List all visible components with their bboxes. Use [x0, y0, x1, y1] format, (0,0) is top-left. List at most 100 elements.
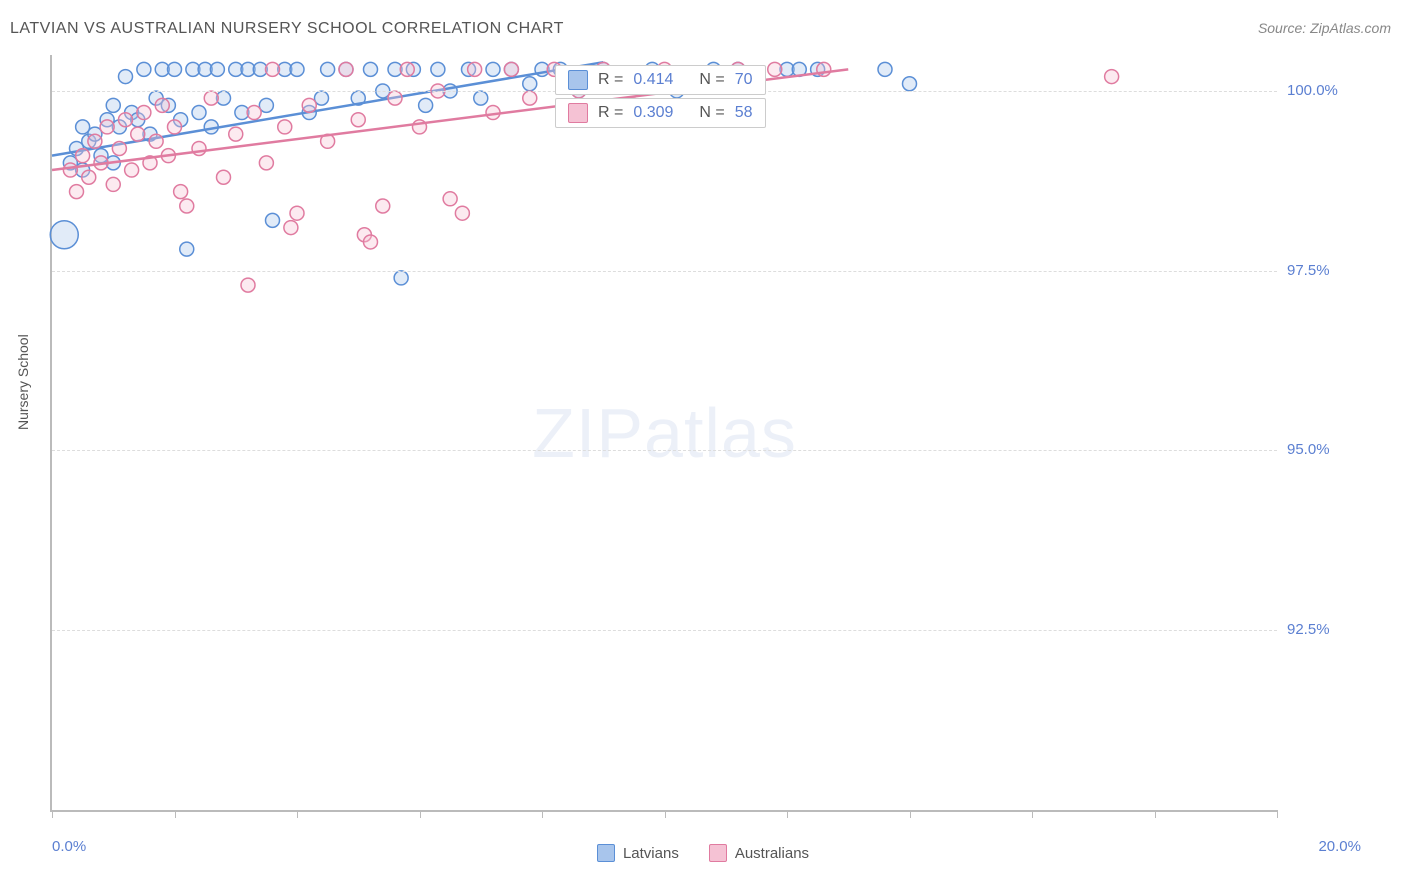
xtick	[665, 810, 666, 818]
scatter-point	[168, 62, 182, 76]
scatter-point	[192, 106, 206, 120]
stat-r-value: 0.414	[633, 71, 673, 89]
stat-n-value: 58	[735, 104, 753, 122]
scatter-point	[302, 98, 316, 112]
scatter-point	[247, 106, 261, 120]
xtick	[1155, 810, 1156, 818]
scatter-point	[474, 91, 488, 105]
scatter-point	[137, 106, 151, 120]
scatter-point	[106, 98, 120, 112]
scatter-point	[523, 77, 537, 91]
scatter-point	[119, 70, 133, 84]
scatter-point	[468, 62, 482, 76]
ytick-label: 92.5%	[1287, 621, 1367, 638]
scatter-point	[149, 134, 163, 148]
scatter-point	[504, 62, 518, 76]
scatter-point	[486, 62, 500, 76]
ytick-label: 97.5%	[1287, 262, 1367, 279]
legend-label: Latvians	[623, 845, 679, 862]
scatter-point	[394, 271, 408, 285]
scatter-point	[400, 62, 414, 76]
scatter-point	[180, 242, 194, 256]
scatter-point	[431, 62, 445, 76]
scatter-point	[82, 170, 96, 184]
scatter-point	[155, 98, 169, 112]
scatter-point	[174, 185, 188, 199]
scatter-point	[364, 235, 378, 249]
scatter-point	[278, 120, 292, 134]
xtick	[787, 810, 788, 818]
scatter-point	[180, 199, 194, 213]
legend-label: Australians	[735, 845, 809, 862]
scatter-point	[419, 98, 433, 112]
xtick	[1277, 810, 1278, 818]
scatter-point	[768, 62, 782, 76]
legend-item: Australians	[709, 844, 809, 862]
scatter-point	[137, 62, 151, 76]
legend-item: Latvians	[597, 844, 679, 862]
plot-area: ZIPatlas 100.0%97.5%95.0%92.5%	[50, 55, 1277, 812]
legend: Latvians Australians	[0, 844, 1406, 862]
scatter-point	[88, 134, 102, 148]
scatter-point	[376, 199, 390, 213]
gridline	[52, 450, 1277, 451]
scatter-svg	[52, 55, 1277, 810]
scatter-point	[192, 141, 206, 155]
scatter-point	[284, 221, 298, 235]
scatter-point	[266, 62, 280, 76]
stat-r-label: R =	[598, 71, 623, 89]
scatter-point	[131, 127, 145, 141]
scatter-point	[878, 62, 892, 76]
ytick-label: 95.0%	[1287, 441, 1367, 458]
scatter-point	[204, 91, 218, 105]
stat-r-value: 0.309	[633, 104, 673, 122]
stats-swatch	[568, 70, 588, 90]
stat-n-value: 70	[735, 71, 753, 89]
scatter-point	[50, 221, 78, 249]
scatter-point	[63, 163, 77, 177]
scatter-point	[229, 127, 243, 141]
xtick	[1032, 810, 1033, 818]
scatter-point	[266, 213, 280, 227]
scatter-point	[364, 62, 378, 76]
scatter-point	[290, 206, 304, 220]
scatter-point	[168, 120, 182, 134]
scatter-point	[339, 62, 353, 76]
xtick	[910, 810, 911, 818]
stats-box: R = 0.309 N = 58	[555, 98, 766, 128]
gridline	[52, 271, 1277, 272]
scatter-point	[351, 113, 365, 127]
xtick	[420, 810, 421, 818]
stat-r-label: R =	[598, 104, 623, 122]
chart-title: LATVIAN VS AUSTRALIAN NURSERY SCHOOL COR…	[10, 20, 564, 38]
scatter-point	[119, 113, 133, 127]
scatter-point	[76, 149, 90, 163]
gridline	[52, 630, 1277, 631]
xtick	[542, 810, 543, 818]
scatter-point	[106, 177, 120, 191]
stats-box: R = 0.414 N = 70	[555, 65, 766, 95]
scatter-point	[321, 62, 335, 76]
legend-swatch	[597, 844, 615, 862]
scatter-point	[112, 141, 126, 155]
scatter-point	[125, 163, 139, 177]
scatter-point	[259, 156, 273, 170]
scatter-point	[1105, 70, 1119, 84]
scatter-point	[241, 278, 255, 292]
ytick-label: 100.0%	[1287, 82, 1367, 99]
stats-swatch	[568, 103, 588, 123]
scatter-point	[70, 185, 84, 199]
scatter-point	[443, 192, 457, 206]
xtick	[297, 810, 298, 818]
scatter-point	[100, 120, 114, 134]
source-label: Source: ZipAtlas.com	[1258, 20, 1391, 36]
scatter-point	[523, 91, 537, 105]
scatter-point	[388, 91, 402, 105]
stat-n-label: N =	[699, 104, 724, 122]
scatter-point	[455, 206, 469, 220]
yaxis-title: Nursery School	[15, 334, 31, 430]
stat-n-label: N =	[699, 71, 724, 89]
scatter-point	[290, 62, 304, 76]
xtick	[52, 810, 53, 818]
scatter-point	[903, 77, 917, 91]
